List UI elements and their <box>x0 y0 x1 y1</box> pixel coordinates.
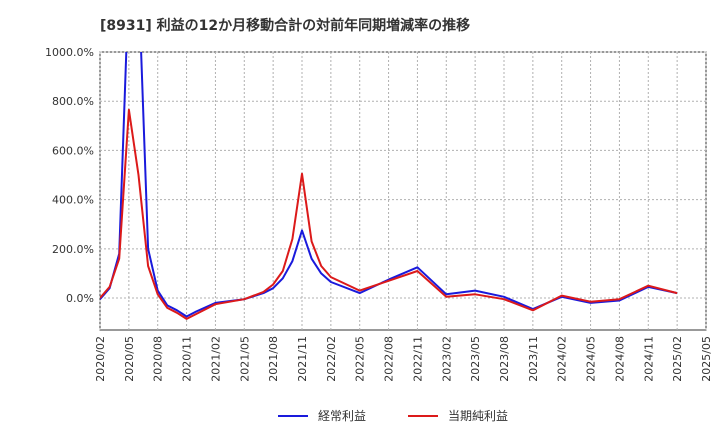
x-tick-label: 2022/11 <box>411 336 424 382</box>
x-tick-label: 2024/02 <box>556 336 569 382</box>
x-tick-label: 2021/05 <box>238 336 251 382</box>
x-tick-label: 2025/05 <box>700 336 713 382</box>
x-tick-label: 2024/11 <box>642 336 655 382</box>
x-tick-label: 2023/02 <box>440 336 453 382</box>
series-group <box>100 52 678 320</box>
x-tick-label: 2021/08 <box>267 336 280 382</box>
series-line <box>100 108 678 320</box>
x-tick-label: 2022/02 <box>325 336 338 382</box>
x-tick-label: 2025/02 <box>671 336 684 382</box>
x-tick-label: 2020/02 <box>94 336 107 382</box>
y-tick-label: 1000.0% <box>45 46 94 59</box>
legend-label: 経常利益 <box>318 409 366 423</box>
y-tick-label: 600.0% <box>52 144 94 157</box>
x-axis-ticks: 2020/02 2020/05 2020/08 2020/11 2021/02 2021/… <box>94 336 713 382</box>
legend: 経常利益 当期純利益 <box>278 409 508 423</box>
y-tick-label: 800.0% <box>52 95 94 108</box>
x-tick-label: 2023/11 <box>527 336 540 382</box>
x-tick-label: 2020/05 <box>123 336 136 382</box>
series-line <box>100 52 678 318</box>
x-tick-label: 2021/02 <box>209 336 222 382</box>
y-axis-ticks: 0.0% 200.0% 400.0% 600.0% 800.0% 1000.0% <box>45 46 94 305</box>
x-tick-label: 2024/05 <box>585 336 598 382</box>
chart-title: [8931] 利益の12か月移動合計の対前年同期増減率の推移 <box>100 17 470 34</box>
y-tick-label: 400.0% <box>52 194 94 207</box>
x-tick-label: 2021/11 <box>296 336 309 382</box>
x-tick-label: 2023/05 <box>469 336 482 382</box>
gridlines <box>99 51 707 330</box>
x-tick-label: 2022/08 <box>383 336 396 382</box>
x-tick-label: 2023/08 <box>498 336 511 382</box>
x-tick-label: 2022/05 <box>354 336 367 382</box>
legend-label: 当期純利益 <box>448 409 508 423</box>
y-tick-label: 0.0% <box>66 292 94 305</box>
x-tick-label: 2024/08 <box>613 336 626 382</box>
plot-area <box>99 51 707 331</box>
x-tick-label: 2020/08 <box>152 336 165 382</box>
y-tick-label: 200.0% <box>52 243 94 256</box>
x-tick-label: 2020/11 <box>181 336 194 382</box>
